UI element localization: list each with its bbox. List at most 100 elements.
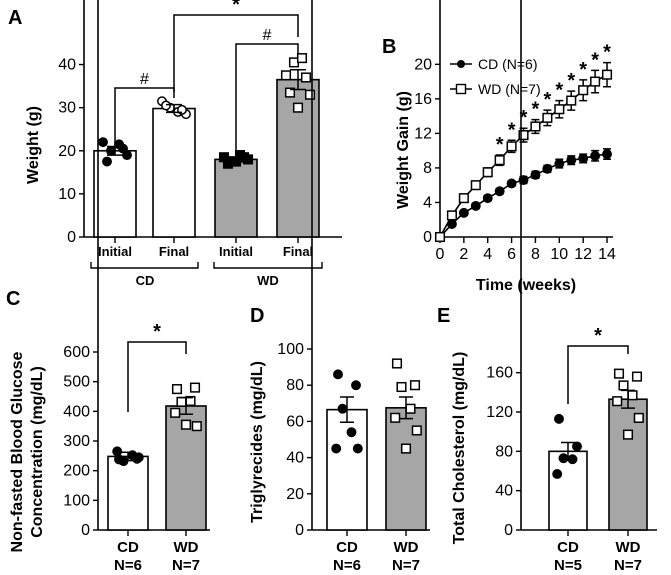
panel-d-point [390, 412, 401, 423]
panel-a-bar [152, 107, 196, 238]
panel-label-a: A [8, 7, 22, 29]
legend-wd-marker [455, 83, 467, 95]
panel-e-n-label: N=5 [554, 557, 582, 574]
panel-b-xlabel: Time (weeks) [476, 277, 576, 294]
panel-a-errorbar [290, 68, 306, 91]
panel-e-point [613, 368, 625, 379]
panel-d-point [409, 380, 421, 391]
panel-b-point [554, 158, 565, 169]
panel-a-point [98, 137, 108, 148]
panel-b-point [530, 121, 541, 132]
panel-label-e: E [437, 305, 450, 327]
panel-a-ylabel: Weight (g) [25, 106, 42, 184]
panel-e-sig-bracket-symbol: * [594, 325, 602, 347]
panel-c-ytick-label: 500 [63, 374, 90, 391]
panel-b-point [578, 85, 589, 96]
panel-b-sig-star: * [532, 99, 540, 121]
panel-a-ytick-label: 40 [58, 57, 76, 74]
panel-d-point [337, 403, 348, 414]
panel-e-point [558, 453, 569, 464]
panel-e-point [622, 429, 634, 440]
panel-b-point [506, 178, 517, 189]
panel-a-chart: 0 10 20 30 40 Initial Final Initial Final CD WD # # * [58, 0, 342, 288]
panel-c-point [170, 407, 181, 418]
panel-b-point [518, 130, 529, 141]
panel-b-point [470, 200, 481, 211]
panel-e-xtick-label: CD [557, 539, 579, 556]
panel-b-xtick-label: 0 [436, 246, 445, 263]
panel-b-sig-star: * [603, 42, 611, 64]
legend-cd-marker [457, 60, 465, 68]
panel-b-point [590, 76, 601, 87]
legend-wd-label: WD (N=7) [478, 81, 541, 97]
panel-a-xtick-label: Initial [98, 244, 132, 259]
panel-label-d: D [250, 305, 264, 327]
panel-a-bar [93, 149, 137, 238]
panel-d-ytick-label: 20 [286, 486, 304, 503]
panel-e-errorbar [561, 441, 575, 461]
panel-e-errorbar [621, 389, 635, 409]
panel-b-point [601, 69, 613, 80]
panel-a-bar [214, 158, 258, 238]
panel-a-sig-bracket [235, 43, 299, 150]
panel-a-sig-bracket-symbol: # [140, 71, 149, 88]
panel-d-ytick-label: 100 [277, 341, 304, 358]
panel-b-xtick-label: 12 [574, 246, 592, 263]
panel-a-point [280, 70, 292, 81]
panel-e-point [618, 380, 629, 391]
panel-d-errorbar [340, 396, 354, 424]
panel-d-point [400, 443, 412, 454]
panel-a-xtick-label: Final [159, 244, 189, 259]
panel-c-errorbar [179, 396, 193, 416]
panel-a-group-bracket-wd [213, 262, 323, 269]
panel-b-point [530, 169, 541, 180]
panel-b-point [458, 193, 469, 204]
panel-d-bar [326, 408, 368, 531]
panel-b-point [566, 155, 577, 166]
panel-b-xtick-label: 10 [550, 246, 568, 263]
panel-b-sig-star: * [567, 70, 575, 92]
panel-a-point [102, 156, 112, 167]
panel-c-point [112, 446, 123, 457]
panel-e-xtick-label: WD [616, 539, 641, 556]
panel-b-ytick-label: 8 [423, 160, 432, 177]
panel-b-xtick-label: 6 [507, 246, 516, 263]
panel-b-point [482, 167, 493, 178]
panel-a-group-bracket-cd [90, 262, 199, 269]
panel-a-point [118, 143, 128, 154]
panel-d-point [391, 358, 403, 369]
panel-b-point [482, 193, 493, 204]
panel-b-point [554, 104, 565, 115]
panel-a-point [304, 89, 316, 100]
panel-b-point [590, 150, 601, 161]
panel-a-xtick-label: Final [283, 244, 313, 259]
panel-b-point [506, 141, 517, 152]
panel-a-group-label-cd: CD [136, 273, 155, 288]
panel-b-sig-star: * [543, 89, 551, 111]
panel-b-ytick-label: 12 [414, 125, 432, 142]
panel-e-n-label: N=7 [614, 557, 642, 574]
panel-b-ytick-label: 20 [414, 56, 432, 73]
panel-a-errorbar [166, 103, 182, 114]
panel-c-bar [107, 455, 149, 531]
panel-b-point [494, 186, 505, 197]
panel-b-sig-star: * [591, 49, 599, 71]
panel-c-ytick-label: 200 [63, 463, 90, 480]
panel-b-xtick-label: 14 [598, 246, 616, 263]
panel-b-sig-star: * [555, 80, 563, 102]
panel-b-xtick-label: 4 [483, 246, 492, 263]
panel-b-xtick-label: 8 [531, 246, 540, 263]
panel-label-c: C [6, 288, 20, 310]
panel-a-point [300, 72, 312, 83]
panel-c-ylabel-line2: Concentration (mg/dL) [29, 366, 46, 538]
panel-d-point [352, 443, 363, 454]
panel-b-ytick-label: 0 [423, 229, 432, 246]
panel-a-ytick-label: 10 [58, 186, 76, 203]
panel-b-sig-star: * [579, 59, 587, 81]
panel-a-ytick-label: 0 [67, 229, 76, 246]
panel-e-ytick-label: 0 [504, 522, 513, 539]
panel-b-point [542, 163, 553, 174]
